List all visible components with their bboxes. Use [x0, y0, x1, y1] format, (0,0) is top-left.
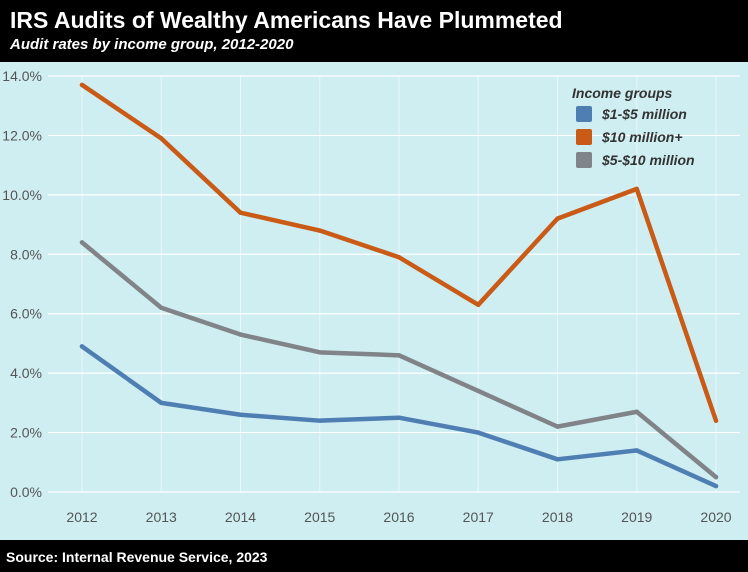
- x-tick-label: 2016: [383, 509, 414, 525]
- data-point: [317, 418, 322, 423]
- data-point: [396, 353, 402, 358]
- data-point: [476, 388, 481, 394]
- x-tick-label: 2019: [621, 509, 652, 525]
- x-tick-label: 2017: [463, 509, 494, 525]
- data-point: [238, 412, 243, 417]
- x-tick-label: 2013: [146, 509, 177, 525]
- y-tick-label: 0.0%: [10, 484, 42, 500]
- x-tick-label: 2015: [304, 509, 335, 525]
- y-tick-label: 10.0%: [2, 187, 42, 203]
- data-point: [555, 216, 560, 221]
- data-point: [476, 302, 481, 307]
- y-tick-label: 14.0%: [2, 68, 42, 84]
- legend-swatch: [576, 106, 592, 122]
- data-point: [713, 474, 719, 480]
- data-point: [634, 186, 639, 192]
- data-point: [79, 82, 85, 88]
- x-tick-label: 2020: [700, 509, 731, 525]
- legend-label: $10 million+: [601, 129, 683, 145]
- y-tick-label: 12.0%: [2, 127, 42, 143]
- legend-label: $1-$5 million: [601, 106, 687, 122]
- data-point: [159, 400, 164, 406]
- data-point: [634, 448, 639, 453]
- legend-swatch: [576, 129, 592, 145]
- data-point: [555, 424, 560, 429]
- x-tick-label: 2014: [225, 509, 256, 525]
- chart-header: IRS Audits of Wealthy Americans Have Plu…: [0, 0, 748, 62]
- data-point: [476, 430, 481, 435]
- data-point: [396, 255, 402, 260]
- legend-swatch: [576, 152, 592, 168]
- data-point: [238, 210, 243, 215]
- chart-background: [0, 62, 748, 540]
- data-point: [713, 483, 719, 489]
- chart-subtitle: Audit rates by income group, 2012-2020: [10, 36, 294, 53]
- data-point: [555, 457, 560, 462]
- data-point: [317, 350, 322, 355]
- chart-title: IRS Audits of Wealthy Americans Have Plu…: [10, 7, 563, 33]
- chart-footer: Source: Internal Revenue Service, 2023: [0, 540, 748, 572]
- data-point: [713, 418, 719, 423]
- x-tick-label: 2012: [66, 509, 97, 525]
- data-point: [317, 228, 322, 233]
- data-point: [79, 344, 85, 349]
- y-tick-label: 2.0%: [10, 425, 42, 441]
- data-point: [79, 240, 85, 245]
- data-point: [396, 415, 402, 420]
- legend-title: Income groups: [572, 85, 673, 101]
- y-tick-label: 6.0%: [10, 306, 42, 322]
- data-point: [159, 305, 164, 310]
- data-point: [159, 136, 164, 141]
- data-point: [634, 409, 639, 414]
- x-tick-label: 2018: [542, 509, 573, 525]
- source-note: Source: Internal Revenue Service, 2023: [6, 549, 268, 565]
- data-point: [238, 332, 243, 337]
- y-tick-label: 4.0%: [10, 365, 42, 381]
- line-chart: 0.0% 2.0% 4.0% 6.0% 8.0% 10.0% 12.0% 14.0% 2012 2…: [0, 62, 748, 540]
- plot-area: 0.0% 2.0% 4.0% 6.0% 8.0% 10.0% 12.0% 14.0% 2012 2…: [0, 62, 748, 540]
- y-tick-label: 8.0%: [10, 246, 42, 262]
- legend-label: $5-$10 million: [601, 152, 695, 168]
